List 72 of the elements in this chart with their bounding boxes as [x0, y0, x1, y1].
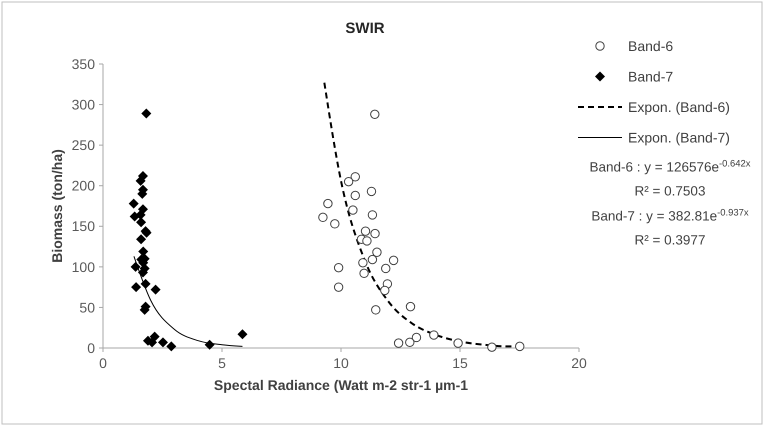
y-tick-label: 250 [72, 137, 96, 154]
chart-title: SWIR [345, 20, 385, 37]
text: Band-7 : y = 382.81e$^{-0.937x}$ [591, 207, 749, 224]
point [136, 210, 146, 220]
legend-label: Band-6 [628, 38, 674, 54]
y-axis-title: Biomass (ton/ha) [49, 149, 65, 263]
point [362, 236, 372, 246]
y-tick-label: 150 [72, 218, 96, 234]
y-tick-label: 100 [72, 258, 96, 275]
y-tick-label: 350 [72, 56, 96, 72]
point [323, 198, 333, 208]
point [360, 226, 370, 236]
text: R² = 0.3977 [634, 232, 706, 248]
y-tick-label: 300 [72, 96, 96, 112]
point [318, 212, 328, 222]
point [334, 262, 344, 272]
point [394, 338, 404, 348]
y-tick-label: 0 [87, 340, 96, 356]
point [136, 234, 146, 244]
legend-label: Expon. (Band-7) [628, 129, 730, 146]
point [204, 340, 215, 350]
point [140, 278, 151, 289]
point [370, 228, 380, 238]
point [487, 342, 497, 352]
point [136, 176, 146, 186]
point [429, 330, 439, 340]
x-tick-label: 15 [452, 355, 468, 371]
x-tick-label: 10 [333, 355, 349, 371]
point [130, 262, 141, 272]
legend-label: Band-7 [628, 68, 674, 84]
x-tick-label: 20 [571, 355, 587, 371]
point [330, 219, 340, 229]
point [350, 172, 360, 182]
point [358, 258, 368, 268]
y-tick-label: 200 [72, 178, 96, 194]
point [380, 286, 390, 296]
point [368, 254, 378, 264]
x-tick-label: 5 [218, 355, 226, 371]
point [370, 110, 380, 120]
point [359, 268, 369, 278]
point [166, 341, 176, 352]
point [150, 284, 161, 295]
point [515, 342, 524, 352]
point [453, 338, 463, 348]
point [368, 210, 378, 220]
text: R² = 0.7503 [634, 184, 706, 199]
point [138, 246, 148, 256]
legend-label: Expon. (Band-6) [628, 98, 730, 115]
point [372, 248, 382, 257]
point [131, 282, 142, 292]
point [128, 198, 139, 209]
point [371, 305, 380, 315]
line-series [133, 256, 243, 347]
point [388, 256, 398, 266]
x-tick-label: 0 [99, 355, 108, 371]
point [334, 282, 344, 292]
point [136, 217, 146, 228]
point [412, 332, 422, 342]
point [237, 329, 248, 340]
x-axis-title: Spectal Radiance (Watt m-2 str-1 µm-1 [214, 377, 468, 393]
point [150, 332, 160, 342]
point [141, 108, 152, 118]
point [406, 302, 416, 312]
y-tick-label: 50 [79, 299, 96, 316]
point [366, 186, 376, 196]
point [350, 190, 360, 200]
text: Band-6 : y = 126576e$^{-0.642x}$ [590, 158, 751, 175]
point [344, 176, 354, 186]
point [405, 338, 414, 348]
point [381, 264, 390, 274]
point [158, 337, 168, 348]
point [348, 205, 358, 215]
